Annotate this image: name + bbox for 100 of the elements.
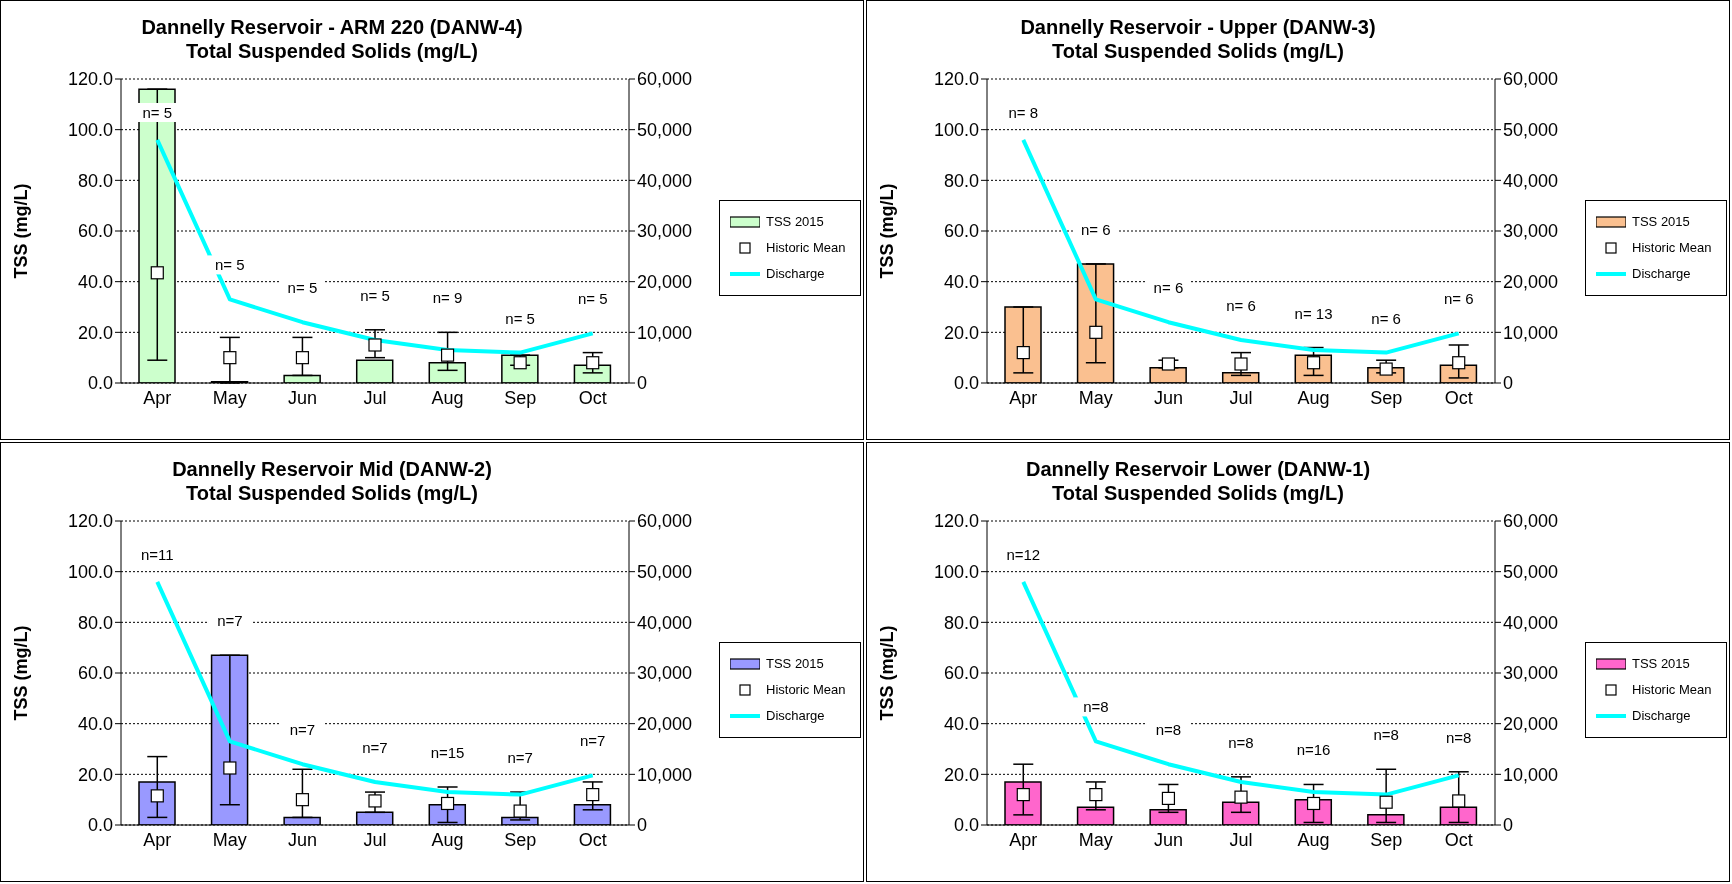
y-tick-label: 40.0: [943, 272, 979, 293]
y2-tick-label: 60,000: [637, 511, 693, 532]
y-tick-label: 60.0: [943, 663, 979, 684]
x-tick-label: Aug: [431, 829, 464, 850]
x-tick-label: Jul: [1229, 387, 1253, 408]
y2-tick-label: 60,000: [1503, 511, 1559, 532]
y-tick-label: 120.0: [933, 511, 979, 532]
y2-tick-label: 0: [1503, 373, 1514, 394]
annotation: n= 6: [1081, 220, 1111, 238]
annotation: n=15: [430, 744, 465, 761]
y-tick-label: 60.0: [77, 663, 113, 684]
y2-tick-label: 20,000: [637, 272, 693, 293]
y-tick-label: 100.0: [933, 120, 979, 141]
y-tick-label: 120.0: [67, 69, 113, 90]
annotation: n= 9: [432, 289, 463, 307]
x-tick-label: Apr: [1009, 829, 1038, 850]
legend-label: TSS 2015: [1632, 213, 1690, 231]
chart-subtitle: Total Suspended Solids (mg/L): [1051, 481, 1345, 505]
y-tick-label: 100.0: [67, 562, 113, 583]
legend-label: TSS 2015: [766, 655, 824, 673]
legend-label: Historic Mean: [766, 681, 846, 699]
x-tick-label: Oct: [578, 829, 607, 850]
y-tick-label: 80.0: [943, 170, 979, 191]
y-tick-label: 40.0: [77, 272, 113, 293]
y2-tick-label: 40,000: [637, 612, 693, 633]
y-tick-label: 60.0: [943, 221, 979, 242]
x-tick-label: Sep: [504, 829, 537, 850]
y2-tick-label: 30,000: [1503, 663, 1559, 684]
chart-title: Dannelly Reservoir - ARM 220 (DANW-4): [140, 15, 524, 39]
x-tick-label: Aug: [431, 387, 464, 408]
y2-tick-label: 50,000: [1503, 562, 1559, 583]
annotation: n=12: [1006, 546, 1041, 563]
y-tick-label: 20.0: [77, 322, 113, 343]
x-tick-label: May: [212, 829, 247, 850]
annotation: n=8: [1445, 728, 1472, 746]
y-tick-label: 0.0: [953, 815, 979, 836]
annotation: n=8: [1373, 726, 1399, 744]
x-tick-label: Aug: [1297, 387, 1330, 408]
legend-label: TSS 2015: [1632, 655, 1690, 673]
y-tick-label: 120.0: [67, 511, 113, 532]
annotation: n=8: [1228, 733, 1254, 751]
x-tick-label: Jun: [287, 829, 317, 850]
y-tick-label: 80.0: [77, 612, 113, 633]
x-tick-label: May: [1078, 387, 1113, 408]
x-tick-label: Oct: [1444, 829, 1473, 850]
y-tick-label: 60.0: [77, 221, 113, 242]
x-tick-label: Jun: [1153, 387, 1183, 408]
y2-tick-label: 60,000: [1503, 69, 1559, 90]
y-tick-label: 20.0: [943, 764, 979, 785]
y2-tick-label: 50,000: [637, 120, 693, 141]
annotation: n=8: [1155, 721, 1182, 739]
y2-tick-label: 0: [1503, 815, 1514, 836]
legend-label: Historic Mean: [1632, 239, 1712, 257]
annotation: n=7: [362, 738, 388, 756]
y-axis-title: TSS (mg/L): [11, 625, 32, 721]
y-tick-label: 40.0: [943, 714, 979, 735]
annotation: n= 5: [215, 256, 245, 274]
annotation: n=7: [217, 612, 243, 630]
annotation: n=7: [579, 732, 606, 750]
y-tick-label: 100.0: [67, 120, 113, 141]
y2-tick-label: 40,000: [637, 170, 693, 191]
annotation: n=11: [140, 546, 174, 563]
y-tick-label: 100.0: [933, 562, 979, 583]
x-tick-label: May: [212, 387, 247, 408]
x-tick-label: Jun: [1153, 829, 1183, 850]
legend-label: TSS 2015: [766, 213, 824, 231]
x-tick-label: Sep: [1370, 387, 1403, 408]
x-tick-label: Sep: [1370, 829, 1403, 850]
x-tick-label: Jun: [287, 387, 317, 408]
annotation: n= 5: [360, 286, 390, 304]
legend-label: Historic Mean: [1632, 681, 1712, 699]
chart-title: Dannelly Reservoir - Upper (DANW-3): [1019, 15, 1377, 39]
annotation: n= 13: [1294, 304, 1333, 322]
legend-label: Discharge: [766, 265, 825, 283]
y2-tick-label: 0: [637, 815, 648, 836]
x-tick-label: Jul: [363, 829, 387, 850]
y-axis-title: TSS (mg/L): [877, 183, 898, 279]
annotation: n=7: [289, 721, 316, 739]
annotation: n=7: [507, 749, 533, 767]
x-tick-label: Oct: [578, 387, 607, 408]
annotation: n= 5: [142, 104, 173, 121]
y2-tick-label: 30,000: [1503, 221, 1559, 242]
y-tick-label: 80.0: [77, 170, 113, 191]
y-tick-label: 0.0: [87, 815, 113, 836]
chart-title: Dannelly Reservoir Lower (DANW-1): [1024, 457, 1372, 481]
legend-label: Historic Mean: [766, 239, 846, 257]
annotation: n= 5: [577, 290, 608, 308]
y-tick-label: 0.0: [953, 373, 979, 394]
annotation: n=8: [1083, 698, 1109, 716]
legend-label: Discharge: [1632, 265, 1691, 283]
x-tick-label: May: [1078, 829, 1113, 850]
y-tick-label: 120.0: [933, 69, 979, 90]
y2-tick-label: 0: [637, 373, 648, 394]
annotation: n= 6: [1443, 290, 1474, 308]
y-axis-title: TSS (mg/L): [877, 625, 898, 721]
y-tick-label: 20.0: [77, 764, 113, 785]
y2-tick-label: 10,000: [1503, 764, 1559, 785]
x-tick-label: Apr: [143, 387, 172, 408]
y2-tick-label: 20,000: [1503, 272, 1559, 293]
annotation: n= 6: [1371, 309, 1401, 327]
